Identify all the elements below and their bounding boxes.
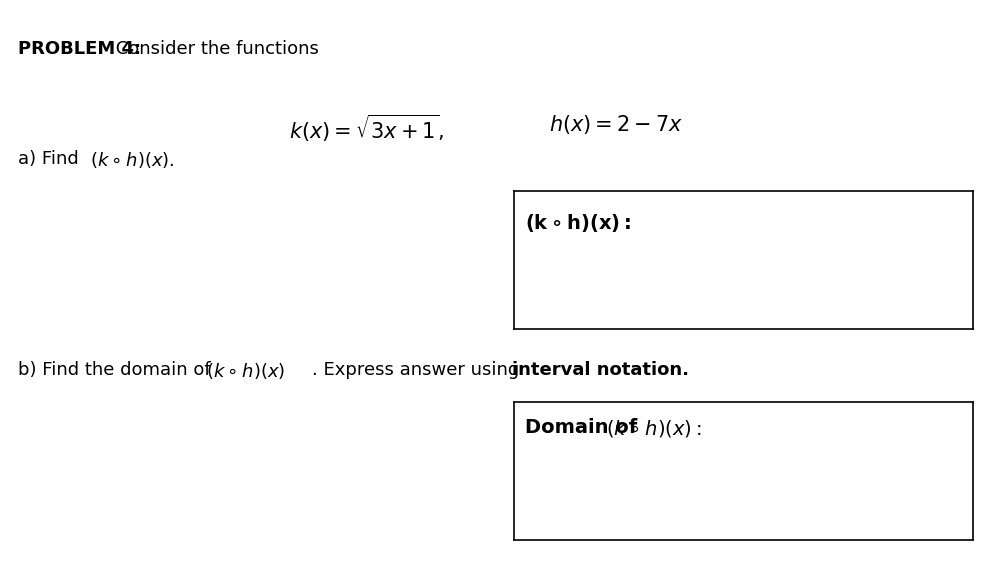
Text: interval notation.: interval notation. xyxy=(512,361,689,379)
Text: $(k \circ h)(x):$: $(k \circ h)(x):$ xyxy=(606,418,702,439)
Text: PROBLEM 4:: PROBLEM 4: xyxy=(18,40,141,58)
Text: a) Find: a) Find xyxy=(18,150,85,168)
Text: Consider the functions: Consider the functions xyxy=(110,40,318,58)
Text: $\mathbf{(k \circ h)(x):}$: $\mathbf{(k \circ h)(x):}$ xyxy=(525,212,632,234)
Text: $k(x) = \sqrt{3x + 1},$: $k(x) = \sqrt{3x + 1},$ xyxy=(289,113,444,144)
Text: $(k \circ h)(x).$: $(k \circ h)(x).$ xyxy=(90,150,175,171)
Text: $(k \circ h)(x)$: $(k \circ h)(x)$ xyxy=(206,361,284,381)
Text: b) Find the domain of: b) Find the domain of xyxy=(18,361,217,379)
Text: Domain of: Domain of xyxy=(525,418,645,438)
Text: $h(x) = 2 - 7x$: $h(x) = 2 - 7x$ xyxy=(549,113,683,136)
Text: . Express answer using: . Express answer using xyxy=(312,361,525,379)
